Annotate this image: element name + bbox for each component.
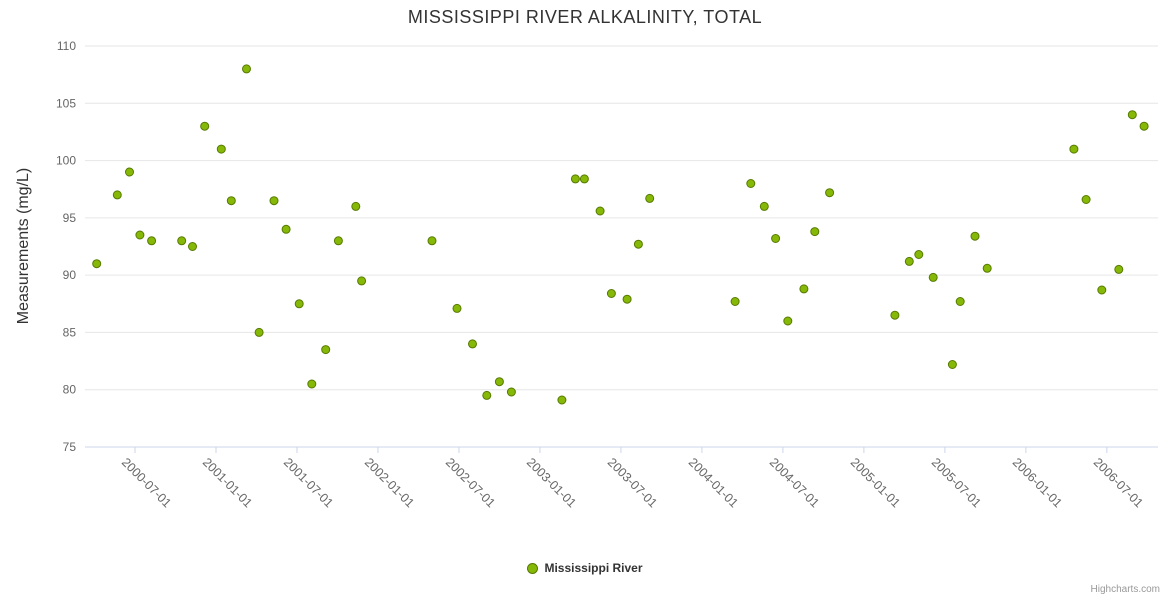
data-point[interactable]	[771, 234, 781, 243]
x-tick-label: 2001-01-01	[200, 455, 255, 510]
data-point[interactable]	[226, 196, 236, 206]
data-point[interactable]	[294, 299, 304, 309]
x-axis-labels: 2000-07-01 2001-01-01 2001-07-01 2002-01-01…	[119, 455, 1146, 510]
x-tick-label: 2005-01-01	[848, 455, 903, 510]
data-point[interactable]	[914, 250, 924, 259]
x-tick-label: 2006-01-01	[1010, 455, 1065, 510]
data-point[interactable]	[810, 227, 820, 237]
gridlines	[85, 45, 1158, 448]
data-point[interactable]	[468, 339, 477, 349]
data-point[interactable]	[904, 256, 914, 266]
x-tick-label: 2002-07-01	[443, 455, 498, 510]
data-point[interactable]	[254, 327, 264, 337]
data-point[interactable]	[506, 387, 516, 397]
data-point[interactable]	[799, 284, 809, 294]
data-point[interactable]	[112, 190, 122, 200]
data-points	[92, 64, 1149, 405]
data-point[interactable]	[177, 236, 187, 246]
data-point[interactable]	[307, 379, 317, 389]
x-tick-label: 2002-01-01	[362, 455, 417, 510]
y-tick-label: 85	[63, 325, 77, 339]
data-point[interactable]	[1114, 264, 1124, 274]
data-point[interactable]	[357, 276, 367, 286]
x-tick-label: 2004-07-01	[767, 455, 822, 510]
x-tick-label: 2003-01-01	[524, 455, 579, 510]
data-point[interactable]	[890, 310, 900, 320]
data-point[interactable]	[606, 289, 616, 298]
legend-marker-icon	[527, 562, 539, 574]
data-point[interactable]	[1081, 195, 1091, 204]
y-tick-label: 80	[63, 383, 77, 397]
data-point[interactable]	[92, 259, 102, 269]
data-point[interactable]	[622, 294, 632, 304]
y-tick-label: 105	[56, 96, 76, 110]
data-point[interactable]	[333, 236, 343, 246]
data-point[interactable]	[1069, 144, 1079, 154]
data-point[interactable]	[783, 316, 793, 326]
y-tick-label: 90	[63, 268, 77, 282]
data-point[interactable]	[955, 297, 965, 306]
data-point[interactable]	[281, 224, 291, 234]
x-tick-label: 2001-07-01	[281, 455, 336, 510]
data-point[interactable]	[970, 231, 980, 241]
data-point[interactable]	[188, 242, 197, 251]
data-point[interactable]	[147, 236, 157, 246]
data-point[interactable]	[269, 196, 279, 206]
data-point[interactable]	[982, 263, 992, 273]
data-point[interactable]	[730, 297, 740, 306]
data-point[interactable]	[242, 64, 251, 74]
data-point[interactable]	[482, 390, 492, 400]
legend-label: Mississippi River	[544, 561, 643, 575]
data-point[interactable]	[928, 272, 938, 282]
data-point[interactable]	[825, 188, 835, 198]
y-tick-label: 110	[57, 39, 76, 53]
data-point[interactable]	[321, 345, 331, 355]
data-point[interactable]	[1139, 121, 1149, 131]
data-point[interactable]	[645, 193, 655, 203]
data-point[interactable]	[216, 144, 226, 154]
x-axis-ticks	[134, 447, 1108, 453]
data-point[interactable]	[125, 167, 134, 177]
y-tick-label: 75	[63, 440, 77, 454]
data-point[interactable]	[557, 395, 567, 405]
data-point[interactable]	[1127, 110, 1137, 120]
data-point[interactable]	[494, 377, 504, 387]
data-point[interactable]	[633, 239, 643, 249]
data-point[interactable]	[1097, 285, 1107, 295]
data-point[interactable]	[135, 230, 145, 240]
data-point[interactable]	[452, 303, 462, 313]
data-point[interactable]	[595, 206, 605, 216]
data-point[interactable]	[947, 360, 957, 369]
y-tick-label: 95	[63, 211, 77, 225]
x-tick-label: 2003-07-01	[605, 455, 660, 510]
x-tick-label: 2004-01-01	[686, 455, 741, 510]
x-tick-label: 2005-07-01	[929, 455, 984, 510]
credits-link[interactable]: Highcharts.com	[1090, 584, 1160, 595]
chart-title: MISSISSIPPI RIVER ALKALINITY, TOTAL	[407, 7, 763, 27]
y-axis-labels: 75 80 85 90 95 100 105 110	[56, 39, 76, 454]
data-point[interactable]	[427, 236, 437, 246]
y-tick-label: 100	[56, 154, 76, 168]
data-point[interactable]	[570, 174, 580, 184]
data-point[interactable]	[579, 174, 589, 184]
data-point[interactable]	[759, 201, 769, 211]
data-point[interactable]	[351, 201, 361, 211]
data-point[interactable]	[746, 179, 756, 188]
legend-item-mississippi-river[interactable]: Mississippi River	[0, 561, 1170, 575]
data-point[interactable]	[200, 121, 210, 131]
x-tick-label: 2000-07-01	[119, 455, 174, 510]
x-tick-label: 2006-07-01	[1091, 455, 1146, 510]
